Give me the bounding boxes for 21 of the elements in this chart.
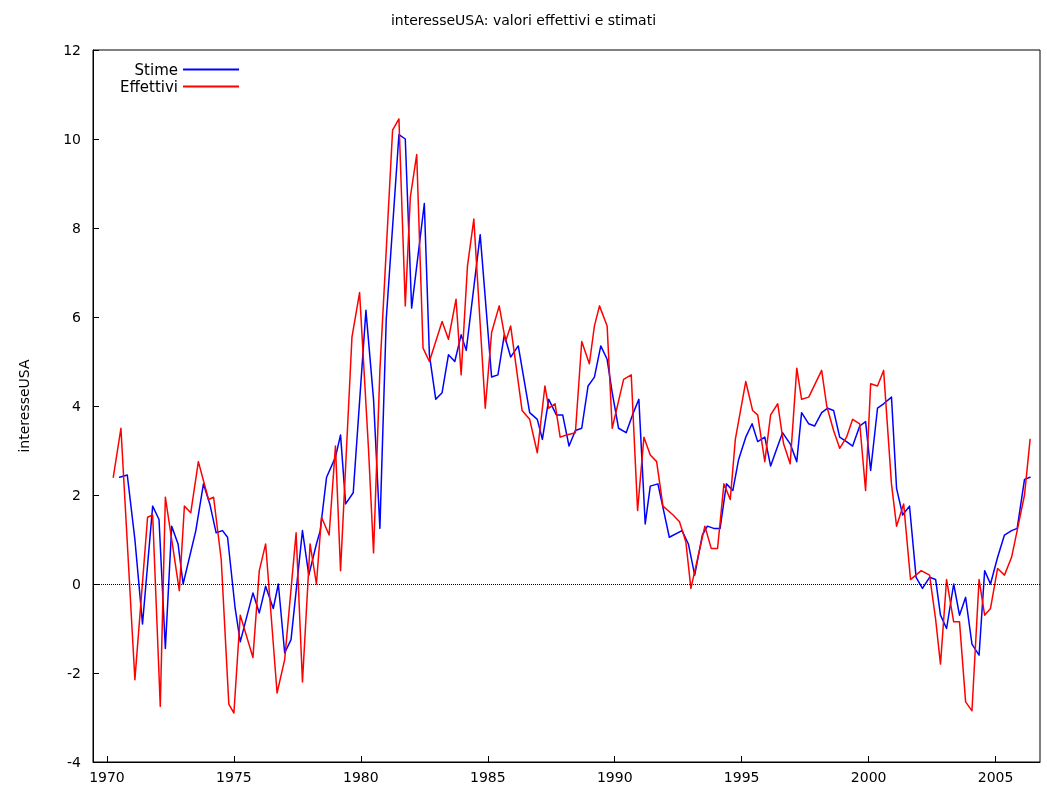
y-tick-label: 4 xyxy=(72,398,82,414)
legend-label: Stime xyxy=(134,60,179,79)
x-tick-label: 2000 xyxy=(850,769,887,785)
y-tick-label: 0 xyxy=(72,576,81,592)
x-tick-label: 2005 xyxy=(977,769,1014,785)
y-tick-label: -4 xyxy=(67,754,82,770)
x-tick-label: 1990 xyxy=(596,769,633,785)
y-axis-title: interesseUSA xyxy=(16,359,32,453)
y-tick-label: -2 xyxy=(67,665,81,681)
y-tick-label: 2 xyxy=(72,487,81,503)
legend-label: Effettivi xyxy=(120,77,179,96)
x-tick-label: 1980 xyxy=(343,769,379,785)
x-tick-label: 1975 xyxy=(216,769,252,785)
chart-title: interesseUSA: valori effettivi e stimati xyxy=(390,12,657,28)
y-tick-label: 12 xyxy=(63,42,81,58)
x-tick-label: 1970 xyxy=(89,769,125,785)
y-tick-label: 8 xyxy=(72,220,81,236)
y-tick-label: 6 xyxy=(72,309,82,325)
y-tick-label: 10 xyxy=(63,131,81,147)
x-tick-label: 1985 xyxy=(469,769,506,785)
x-tick-label: 1995 xyxy=(723,769,760,785)
